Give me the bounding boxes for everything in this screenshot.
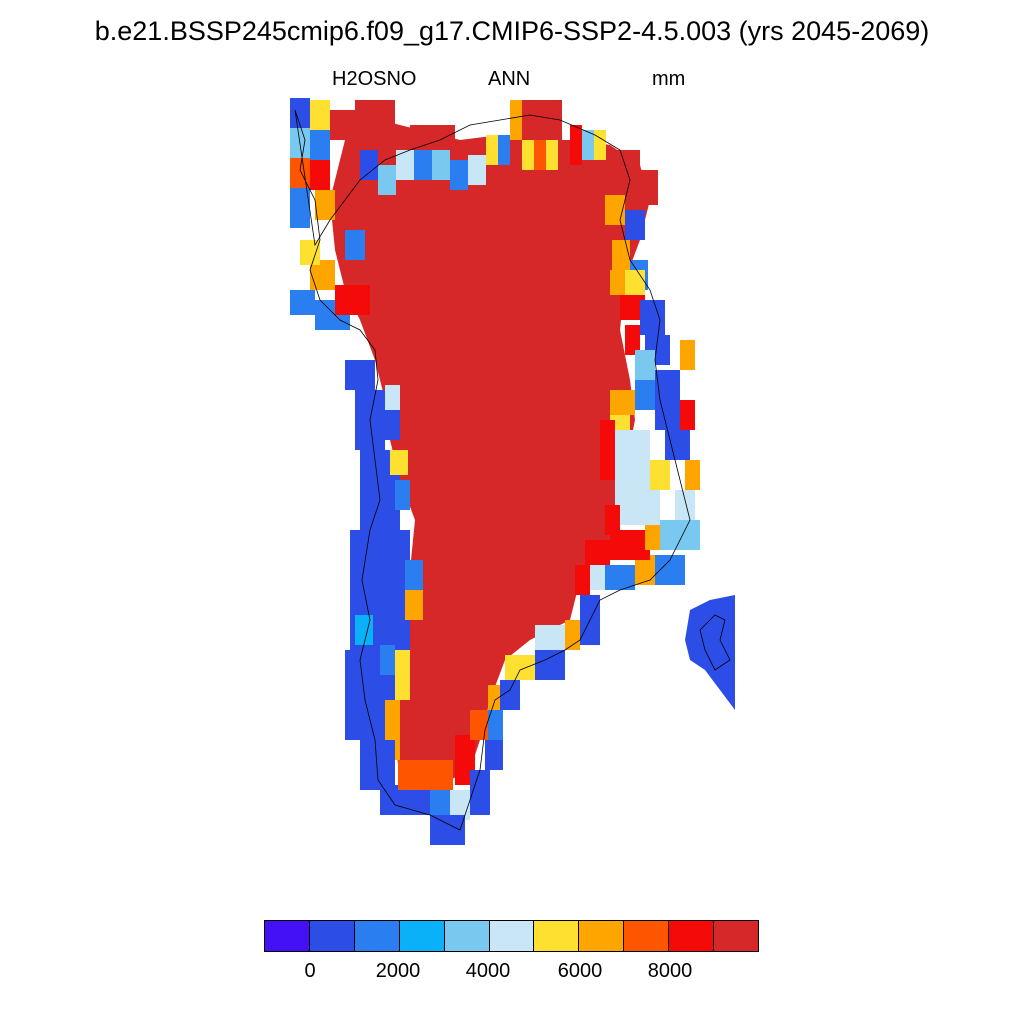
colorbar	[264, 920, 759, 952]
colorbar-swatch-7	[579, 921, 625, 951]
colorbar-swatch-2	[354, 921, 400, 951]
colorbar-swatch-3	[399, 921, 445, 951]
colorbar-label-2000: 2000	[375, 960, 421, 982]
coastal-cells	[290, 98, 735, 845]
colorbar-label-0: 0	[304, 960, 316, 982]
colorbar-label-6000: 6000	[557, 960, 603, 982]
plot-title: b.e21.BSSP245cmip6.f09_g17.CMIP6-SSP2-4.…	[94, 16, 930, 46]
colorbar-swatch-4	[444, 921, 490, 951]
colorbar-swatch-5	[489, 921, 535, 951]
colorbar-swatch-10	[714, 921, 758, 951]
colorbar-swatch-8	[624, 921, 670, 951]
colorbar-swatch-0	[265, 921, 310, 951]
season-label: ANN	[488, 68, 531, 90]
colorbar-swatch-1	[309, 921, 355, 951]
colorbar-label-8000: 8000	[647, 960, 693, 982]
colorbar-label-4000: 4000	[465, 960, 511, 982]
colorbar-swatch-9	[669, 921, 715, 951]
coastline	[294, 109, 691, 831]
variable-label: H2OSNO	[332, 68, 417, 90]
colorbar-swatch-6	[534, 921, 580, 951]
units-label: mm	[652, 68, 686, 90]
